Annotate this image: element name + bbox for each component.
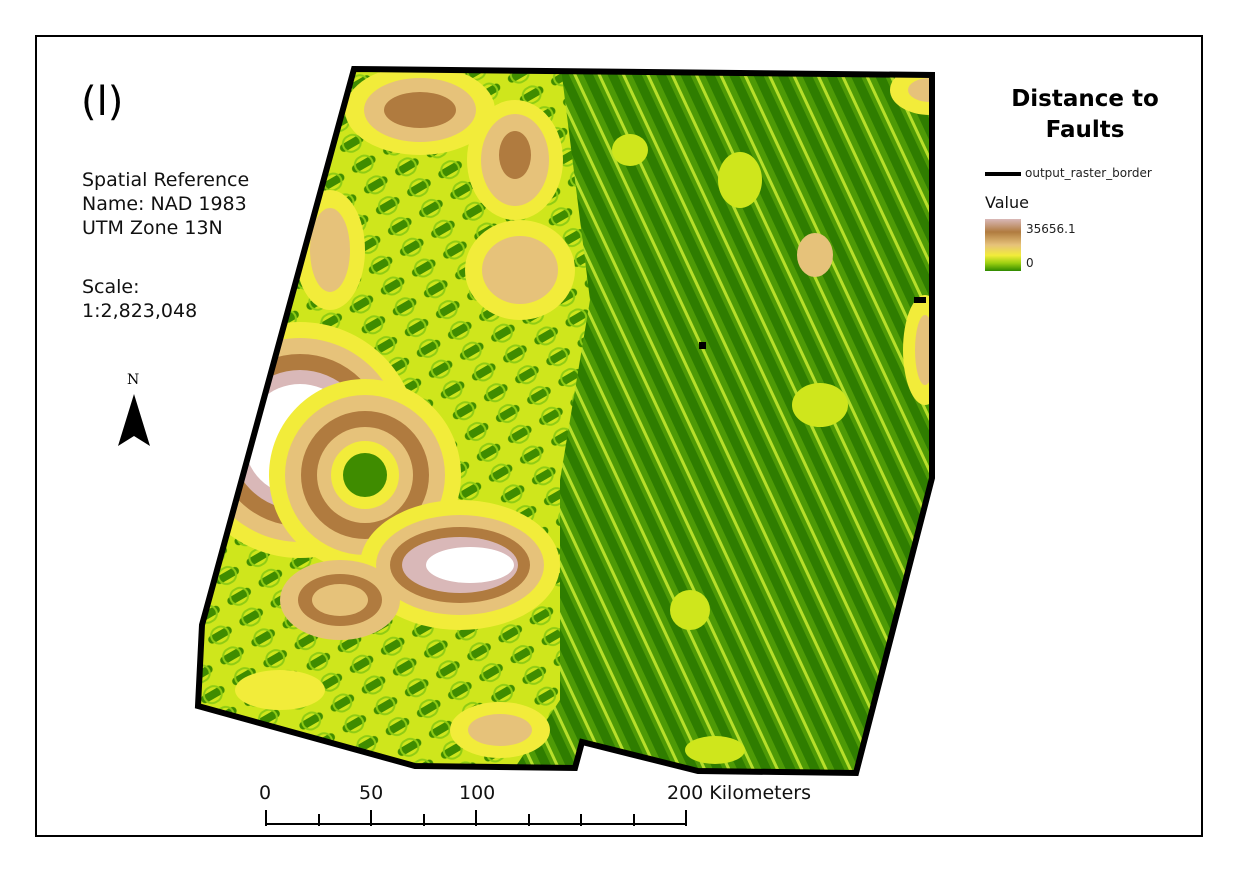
far-zone-north <box>295 69 575 320</box>
scale-label-200-km: 200 Kilometers <box>667 782 811 804</box>
scale-label-100: 100 <box>459 782 496 804</box>
legend-title: Distance to Faults <box>1000 84 1170 146</box>
far-zone-west <box>198 322 560 640</box>
scale-value: 1:2,823,048 <box>82 300 198 322</box>
output-raster-border <box>194 65 935 777</box>
legend-border-label: output_raster_border <box>1025 166 1152 180</box>
spatial-reference-label: Spatial Reference <box>82 169 250 191</box>
map-frame <box>35 35 1203 837</box>
datum-name: Name: NAD 1983 <box>82 193 247 215</box>
scale-label-50: 50 <box>359 782 384 804</box>
utm-zone: UTM Zone 13N <box>82 217 223 239</box>
raster-marker <box>914 297 926 303</box>
raster-marker <box>699 342 706 349</box>
legend-max-value: 35656.1 <box>1026 222 1076 236</box>
scale-label: Scale: <box>82 276 140 298</box>
legend-border-swatch <box>985 172 1021 176</box>
scale-bar <box>265 810 687 826</box>
far-zone-south <box>235 670 550 758</box>
legend-color-ramp <box>985 219 1021 271</box>
legend-value-label: Value <box>985 193 1029 212</box>
scale-label-0: 0 <box>259 782 272 804</box>
north-label: N <box>127 372 140 388</box>
north-arrow-icon <box>118 394 150 446</box>
legend-min-value: 0 <box>1026 256 1034 270</box>
panel-label: (l) <box>81 79 124 125</box>
north-arrow: N <box>112 372 156 452</box>
legend-title-line1: Distance to <box>1011 86 1159 112</box>
legend-title-line2: Faults <box>1045 117 1125 143</box>
